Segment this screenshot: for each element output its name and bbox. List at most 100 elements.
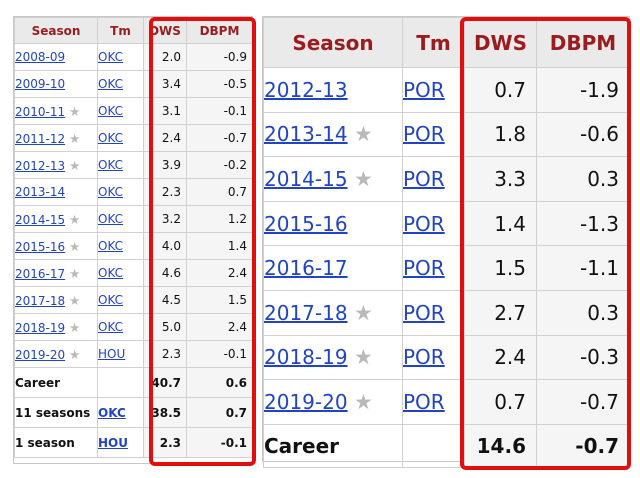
all-star-icon: ★ <box>68 319 81 335</box>
summary-row: Career 40.7 0.6 <box>14 367 253 398</box>
team-cell: OKC <box>97 232 144 260</box>
season-cell: 2010-11 ★ <box>14 97 98 125</box>
season-link[interactable]: 2013-14 <box>264 122 348 147</box>
season-link[interactable]: 2012-13 <box>264 77 348 102</box>
dbpm-cell: 0.7 <box>186 178 253 206</box>
table-row: 2008-09 OKC 2.0 -0.9 <box>14 43 253 71</box>
season-link[interactable]: 2012-13 <box>15 158 66 173</box>
table-header-row: Season Tm DWS DBPM <box>14 17 253 44</box>
team-link[interactable]: POR <box>403 389 445 414</box>
team-link[interactable]: POR <box>403 122 445 147</box>
season-link[interactable]: 2014-15 <box>15 212 66 227</box>
team-link[interactable]: POR <box>403 77 445 102</box>
team-cell: OKC <box>97 286 144 314</box>
team-link[interactable]: OKC <box>98 50 124 64</box>
table-row: 2012-13 ★ OKC 3.9 -0.2 <box>14 151 253 179</box>
team-cell: POR <box>402 156 465 202</box>
table-row: 2019-20 ★ HOU 2.3 -0.1 <box>14 340 253 368</box>
team-header[interactable]: Tm <box>97 17 144 44</box>
season-link[interactable]: 2009-10 <box>15 77 66 91</box>
dws-header[interactable]: DWS <box>143 17 187 44</box>
dws-cell: 1.8 <box>464 111 537 158</box>
table-row: 2012-13 POR 0.7 -1.9 <box>263 67 630 113</box>
team-link[interactable]: OKC <box>98 185 124 199</box>
dws-total-cell: 38.5 <box>143 397 187 428</box>
team-link[interactable]: OKC <box>98 104 124 118</box>
team-link[interactable]: HOU <box>98 347 126 361</box>
dws-cell: 3.9 <box>143 151 187 179</box>
team-link[interactable]: OKC <box>98 293 124 307</box>
summary-team-cell <box>97 367 144 398</box>
team-link[interactable]: POR <box>403 166 445 191</box>
team-link[interactable]: OKC <box>98 212 124 226</box>
summary-team-cell: HOU <box>97 427 144 458</box>
team-cell: POR <box>402 67 465 113</box>
season-cell: 2018-19 ★ <box>14 313 98 341</box>
season-cell: 2017-18 ★ <box>14 286 98 314</box>
season-link[interactable]: 2019-20 <box>15 347 66 362</box>
dws-header[interactable]: DWS <box>464 17 537 68</box>
table-row: 2013-14 ★ POR 1.8 -0.6 <box>263 111 630 158</box>
season-cell: 2016-17 <box>263 245 403 291</box>
season-link[interactable]: 2013-14 <box>15 185 66 199</box>
team-link[interactable]: OKC <box>98 131 124 145</box>
table-row: 2019-20 ★ POR 0.7 -0.7 <box>263 379 630 425</box>
table-row: 2013-14 OKC 2.3 0.7 <box>14 178 253 206</box>
season-link[interactable]: 2017-18 <box>15 293 66 308</box>
season-link[interactable]: 2016-17 <box>264 256 348 281</box>
dbpm-cell: -1.1 <box>536 245 630 291</box>
all-star-icon: ★ <box>68 238 81 254</box>
season-link[interactable]: 2011-12 <box>15 131 66 146</box>
season-header[interactable]: Season <box>263 17 403 68</box>
team-link[interactable]: OKC <box>98 320 124 334</box>
dws-cell: 2.3 <box>143 178 187 206</box>
season-cell: 2013-14 <box>14 178 98 206</box>
season-link[interactable]: 2016-17 <box>15 266 66 281</box>
season-cell: 2011-12 ★ <box>14 124 98 152</box>
season-link[interactable]: 2015-16 <box>15 239 66 254</box>
dws-cell: 2.7 <box>464 289 537 336</box>
season-link[interactable]: 2010-11 <box>15 104 66 119</box>
season-link[interactable]: 2018-19 <box>264 345 348 370</box>
team-link[interactable]: OKC <box>98 77 124 91</box>
season-link[interactable]: 2014-15 <box>264 166 348 191</box>
dws-cell: 3.2 <box>143 205 187 233</box>
season-link[interactable]: 2018-19 <box>15 320 66 335</box>
team-link[interactable]: POR <box>403 211 445 236</box>
dws-total-cell: 2.3 <box>143 427 187 458</box>
dbpm-header[interactable]: DBPM <box>536 17 630 68</box>
dbpm-cell: 2.4 <box>186 313 253 341</box>
season-cell: 2019-20 ★ <box>14 340 98 368</box>
summary-team-cell: OKC <box>97 397 144 428</box>
team-link[interactable]: OKC <box>98 266 124 280</box>
team-cell: OKC <box>97 124 144 152</box>
dbpm-cell: -0.7 <box>186 124 253 152</box>
team-cell: POR <box>402 379 465 425</box>
season-link[interactable]: 2008-09 <box>15 50 66 64</box>
summary-label: Career <box>263 423 403 468</box>
team-header[interactable]: Tm <box>402 17 465 68</box>
all-star-icon: ★ <box>353 345 373 370</box>
team-link[interactable]: POR <box>403 300 445 325</box>
table-row: 2018-19 ★ POR 2.4 -0.3 <box>263 334 630 381</box>
dbpm-cell: -0.2 <box>186 151 253 179</box>
team-link[interactable]: HOU <box>98 435 129 450</box>
dbpm-header[interactable]: DBPM <box>186 17 253 44</box>
season-header[interactable]: Season <box>14 17 98 44</box>
dbpm-cell: -0.5 <box>186 70 253 98</box>
team-link[interactable]: OKC <box>98 239 124 253</box>
team-link[interactable]: POR <box>403 345 445 370</box>
team-link[interactable]: POR <box>403 256 445 281</box>
table-header-row: Season Tm DWS DBPM <box>263 17 630 68</box>
season-link[interactable]: 2015-16 <box>264 211 348 236</box>
season-link[interactable]: 2019-20 <box>264 389 348 414</box>
table-row: 2018-19 ★ OKC 5.0 2.4 <box>14 313 253 341</box>
team-link[interactable]: OKC <box>98 158 124 172</box>
dws-cell: 1.4 <box>464 200 537 247</box>
season-link[interactable]: 2017-18 <box>264 300 348 325</box>
all-star-icon: ★ <box>68 211 81 227</box>
dbpm-total-cell: 0.6 <box>186 367 253 398</box>
team-cell: POR <box>402 289 465 336</box>
table-row: 2017-18 ★ OKC 4.5 1.5 <box>14 286 253 314</box>
team-link[interactable]: OKC <box>98 405 126 420</box>
